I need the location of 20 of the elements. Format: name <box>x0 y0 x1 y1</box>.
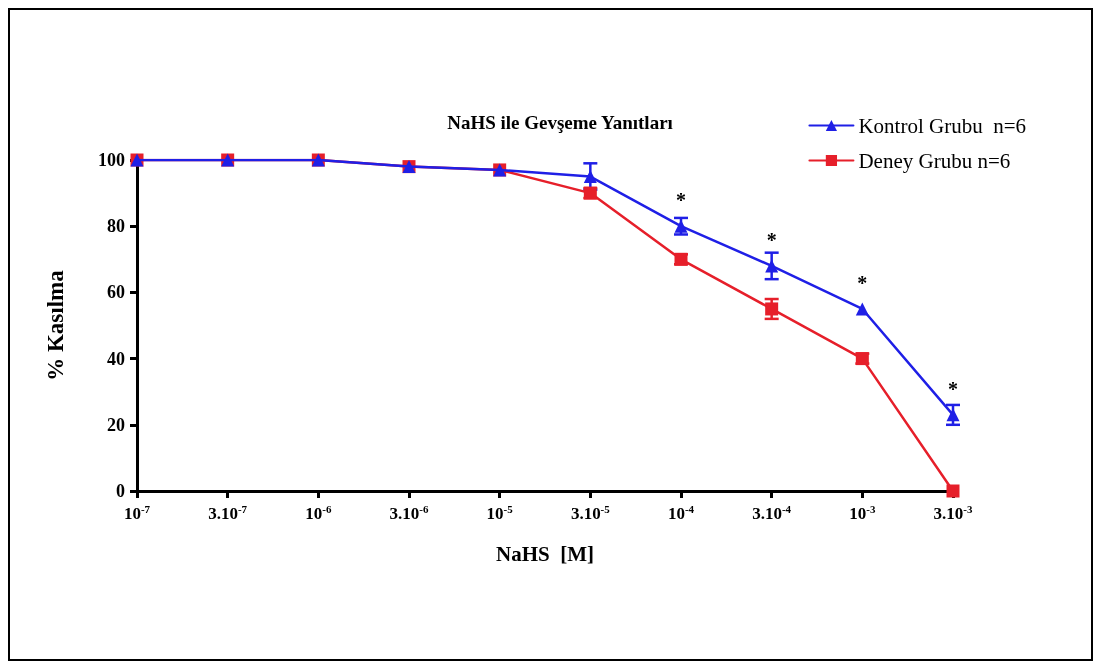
y-axis-title: % Kasılma <box>43 269 68 381</box>
y-tick-label: 20 <box>107 414 125 435</box>
point <box>583 170 597 184</box>
y-tick-label: 0 <box>116 481 125 501</box>
y-tick-label: 60 <box>107 282 125 303</box>
annotation: * <box>676 189 686 212</box>
point <box>765 259 779 273</box>
y-tick-label: 100 <box>98 150 125 170</box>
legend-label: Deney Grubu n=6 <box>858 148 1011 173</box>
point <box>855 302 869 316</box>
legend-label: Kontrol Grubu n=6 <box>858 113 1027 138</box>
point <box>946 408 960 422</box>
point <box>765 302 779 316</box>
annotation: * <box>857 271 868 294</box>
y-tick-label: 80 <box>107 216 125 237</box>
annotation: * <box>948 377 958 400</box>
chart-title: NaHS ile Gevşeme Yanıtları <box>447 112 673 133</box>
x-axis-title: NaHS [M] <box>496 541 594 566</box>
y-tick-label: 40 <box>107 348 125 369</box>
annotation: * <box>766 228 777 251</box>
